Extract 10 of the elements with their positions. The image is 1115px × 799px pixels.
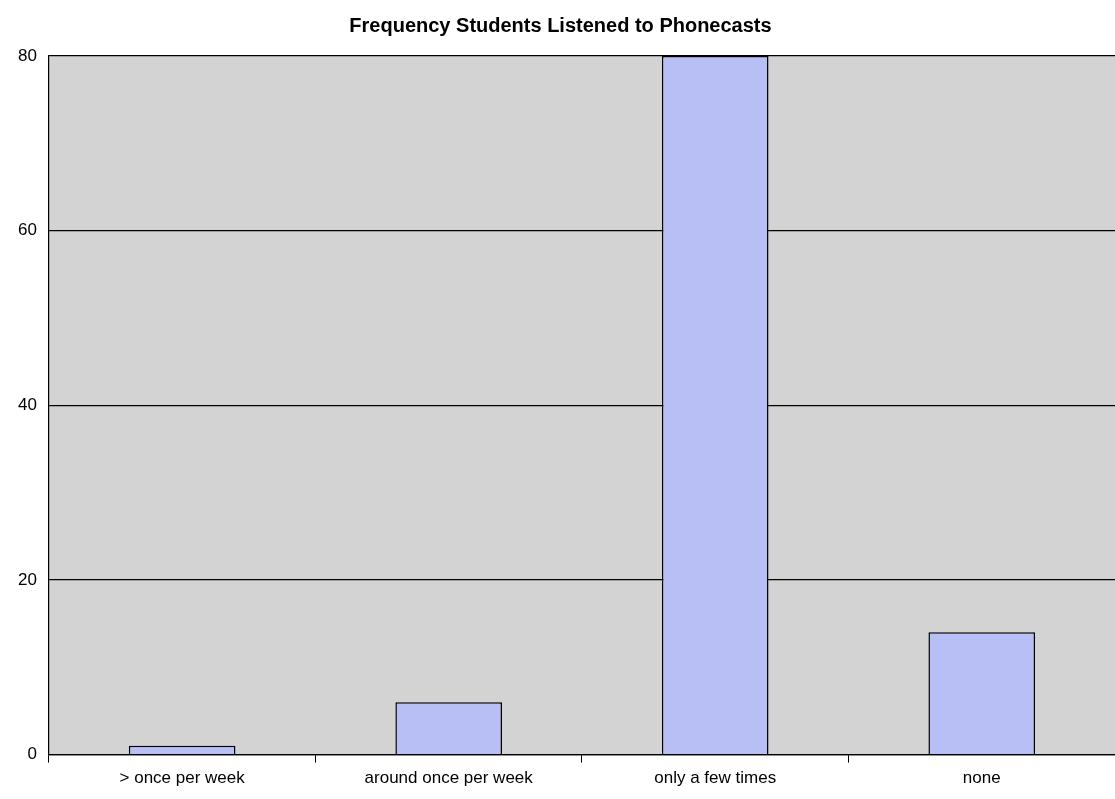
x-tick-label: > once per week	[119, 768, 246, 788]
x-tick-label: only a few times	[654, 768, 777, 788]
y-tick-label: 60	[17, 220, 37, 240]
y-tick-label: 20	[17, 569, 37, 589]
y-tick-label: 40	[17, 394, 37, 414]
chart-title: Frequency Students Listened to Phonecasts	[349, 13, 772, 36]
y-tick-label: 80	[17, 45, 37, 65]
y-tick-label: 0	[27, 744, 37, 764]
x-tick-label: around once per week	[364, 768, 534, 788]
x-tick-label: none	[962, 768, 1001, 788]
